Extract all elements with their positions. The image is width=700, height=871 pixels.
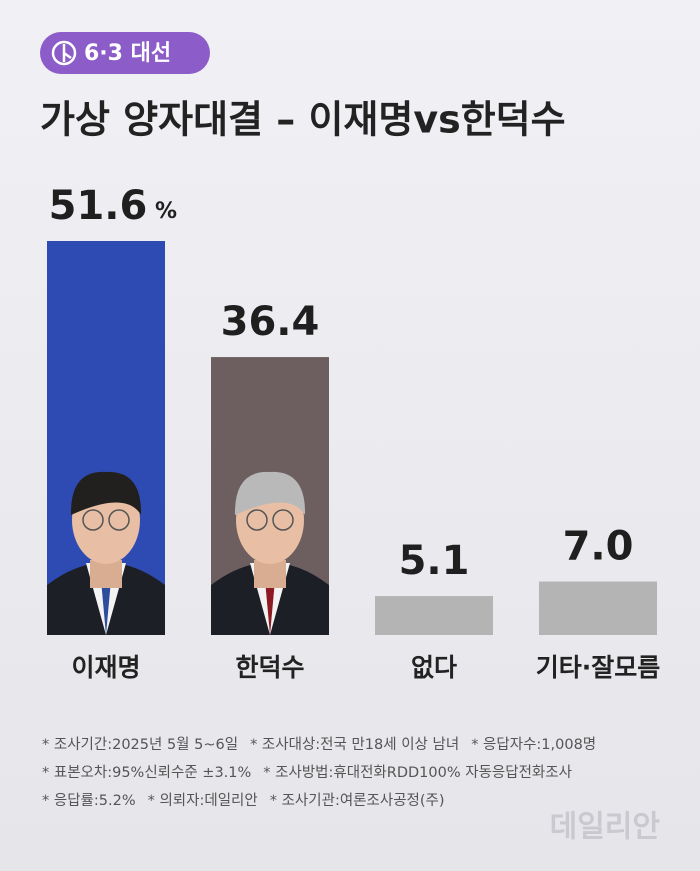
unit-label: % — [155, 199, 177, 224]
category-label: 이재명 — [71, 653, 140, 682]
portrait-glasses — [108, 509, 130, 531]
watermark: 데일리안 — [550, 810, 661, 845]
value-label: 36.4 — [221, 299, 320, 345]
portrait-glasses — [82, 509, 104, 531]
badge-text: 6·3 대선 — [84, 41, 171, 66]
category-label: 없다 — [411, 653, 457, 682]
value-label: 51.6 — [49, 183, 148, 229]
footnote: * 조사대상:전국 만18세 이상 남녀 — [250, 736, 459, 753]
value-label: 5.1 — [399, 538, 470, 584]
footnote: * 조사기간:2025년 5월 5~6일 — [42, 736, 238, 753]
bar — [539, 581, 657, 635]
footnote: * 표본오차:95%신뢰수준 ±3.1% — [42, 764, 251, 781]
portrait-glasses — [246, 509, 268, 531]
footnote: * 조사기관:여론조사공정(주) — [270, 792, 445, 809]
footnote: * 조사방법:휴대전화RDD100% 자동응답전화조사 — [263, 764, 572, 781]
portrait — [47, 471, 165, 635]
footnote: * 응답자수:1,008명 — [471, 736, 596, 753]
chart-title: 가상 양자대결 – 이재명vs한덕수 — [40, 98, 566, 142]
bar — [375, 596, 493, 635]
badge-icon-mark — [62, 44, 72, 62]
category-label: 기타·잘모름 — [536, 653, 661, 682]
portrait-neck — [90, 560, 122, 588]
footnote: * 응답률:5.2% — [42, 792, 136, 809]
portrait-neck — [254, 560, 286, 588]
portrait-hair — [70, 471, 142, 515]
portrait-hair — [234, 471, 306, 515]
badge — [40, 32, 210, 74]
value-label: 7.0 — [563, 524, 634, 570]
portrait-glasses — [272, 509, 294, 531]
portrait — [211, 471, 329, 635]
category-label: 한덕수 — [235, 653, 304, 682]
footnote: * 의뢰자:데일리안 — [148, 792, 258, 809]
badge-icon — [51, 40, 77, 66]
